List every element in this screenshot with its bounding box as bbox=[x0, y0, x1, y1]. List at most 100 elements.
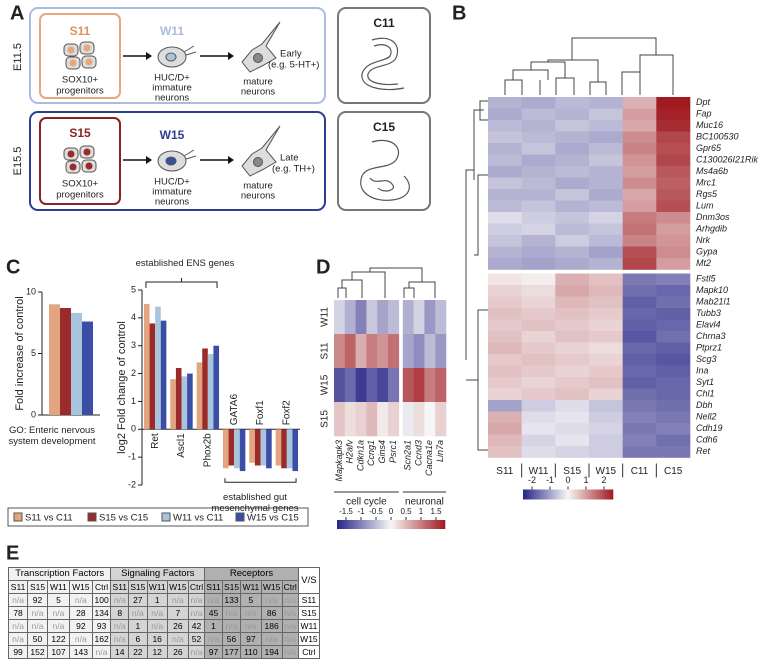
heat-cell bbox=[488, 143, 522, 155]
heat-cell bbox=[555, 285, 590, 297]
bracket bbox=[145, 278, 218, 288]
colorbar-step bbox=[349, 520, 352, 529]
colorbar-tick-label: 1.5 bbox=[430, 507, 442, 516]
table-cell: 97 bbox=[240, 632, 262, 646]
table-cell: 92 bbox=[27, 593, 48, 607]
heat-cell bbox=[622, 212, 657, 224]
colorbar-step bbox=[337, 520, 340, 529]
table-cell: n/a bbox=[281, 606, 299, 620]
x-category-label: Phox2b bbox=[202, 433, 213, 467]
column-label: Lin7a bbox=[435, 440, 445, 462]
row-label: Scg3 bbox=[696, 354, 717, 364]
table-cell: 50 bbox=[27, 632, 48, 646]
heat-cell bbox=[521, 331, 556, 343]
heat-cell bbox=[555, 258, 590, 270]
table-row: 99 152 107 143 n/a 14 22 12 26 n/a 97 177 110 194 n/a C… bbox=[7, 645, 321, 659]
colorbar-step bbox=[428, 520, 431, 529]
legend-swatch bbox=[235, 512, 245, 522]
table-cell: n/a bbox=[68, 593, 93, 607]
heat-cell bbox=[555, 377, 590, 389]
colorbar-step bbox=[563, 489, 566, 500]
heat-cell bbox=[521, 423, 556, 435]
table-cell: n/a bbox=[281, 632, 299, 646]
heat-cell bbox=[488, 446, 522, 458]
table-cell: 110 bbox=[240, 645, 262, 659]
table-cell: 152 bbox=[27, 645, 48, 659]
colorbar-step bbox=[409, 520, 412, 529]
row-label: Fap bbox=[696, 109, 712, 119]
heat-cell bbox=[656, 285, 691, 297]
heat-cell bbox=[555, 177, 590, 190]
progenitor-box bbox=[39, 117, 121, 205]
column-label: Ccnd3 bbox=[413, 440, 423, 466]
heat-cell bbox=[334, 334, 346, 369]
row-label: Arhgdib bbox=[695, 224, 727, 234]
heat-cell bbox=[589, 246, 623, 259]
colorbar-step bbox=[590, 489, 593, 500]
heat-cell bbox=[622, 246, 657, 259]
legend-box bbox=[7, 507, 309, 527]
heat-cell bbox=[355, 402, 367, 437]
heat-cell bbox=[521, 177, 556, 190]
heat-cell bbox=[488, 154, 522, 167]
colorbar-step bbox=[559, 489, 561, 500]
table-cell: n/a bbox=[281, 645, 299, 659]
table-cell: 1 bbox=[204, 619, 223, 633]
column-header: Ctrl bbox=[91, 580, 112, 594]
heat-cell bbox=[656, 365, 691, 378]
colorbar-step bbox=[365, 520, 368, 529]
colorbar-step bbox=[414, 520, 417, 529]
heat-cell bbox=[488, 423, 522, 435]
heat-cell bbox=[589, 166, 623, 178]
bar bbox=[170, 379, 176, 430]
heat-cell bbox=[555, 200, 590, 213]
y-tick-label: 5 bbox=[131, 284, 136, 294]
legend-label: W11 vs C11 bbox=[173, 513, 223, 524]
heat-cell bbox=[656, 108, 691, 121]
colorbar-tick-label: -2 bbox=[528, 475, 536, 485]
table-cell: n/a bbox=[204, 593, 223, 607]
bar bbox=[202, 348, 208, 430]
cell-label: progenitors bbox=[56, 86, 104, 97]
colorbar-step bbox=[405, 520, 408, 529]
heat-cell bbox=[622, 319, 657, 332]
row-label: Elavl4 bbox=[696, 320, 721, 330]
heat-cell bbox=[555, 308, 590, 320]
colorbar-step bbox=[342, 520, 345, 529]
heat-cell bbox=[555, 388, 590, 401]
table-cell: n/a bbox=[7, 632, 29, 646]
heat-cell bbox=[589, 365, 623, 378]
heat-cell bbox=[488, 212, 522, 224]
colorbar-step bbox=[536, 489, 539, 500]
table-cell: n/a bbox=[221, 619, 242, 633]
colorbar-step bbox=[556, 489, 558, 500]
colorbar-step bbox=[340, 520, 343, 529]
bar bbox=[207, 354, 214, 430]
heat-cell bbox=[656, 120, 691, 132]
heat-cell bbox=[589, 108, 623, 121]
heat-cell bbox=[402, 402, 414, 437]
colorbar-step bbox=[589, 489, 591, 500]
heat-cell bbox=[555, 235, 590, 247]
group-label: cell cycle bbox=[346, 497, 387, 508]
heat-cell bbox=[521, 235, 556, 247]
heat-cell bbox=[622, 200, 657, 213]
table-cell: 42 bbox=[187, 619, 206, 633]
heat-cell bbox=[488, 308, 522, 320]
heat-cell bbox=[521, 97, 556, 109]
bar bbox=[222, 429, 229, 469]
heat-cell bbox=[388, 334, 400, 369]
colorbar-step bbox=[572, 489, 575, 500]
heat-cell bbox=[488, 365, 522, 378]
heat-cell bbox=[488, 108, 522, 121]
heat-cell bbox=[656, 354, 691, 366]
column-header: S11 bbox=[110, 580, 130, 594]
heat-cell bbox=[622, 189, 657, 201]
panel-letter: D bbox=[316, 256, 330, 278]
group-label: neuronal bbox=[405, 497, 444, 508]
heat-cell bbox=[377, 334, 389, 369]
table-cell: n/a bbox=[204, 632, 223, 646]
heat-cell bbox=[656, 143, 691, 155]
heat-cell bbox=[622, 377, 657, 389]
column-row: S11 S15 W11 W15 Ctrl S11 S15 W11 W15 Ctrl S11 S15 W1… bbox=[7, 580, 320, 594]
